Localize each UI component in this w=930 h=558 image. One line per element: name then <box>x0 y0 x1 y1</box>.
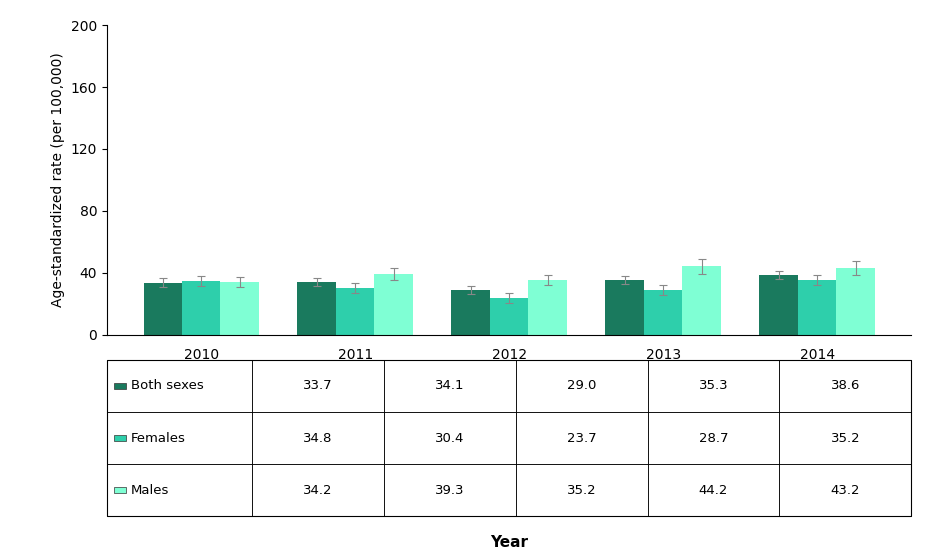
Text: Males: Males <box>131 484 169 497</box>
Text: 43.2: 43.2 <box>830 484 860 497</box>
Bar <box>683 266 721 335</box>
Bar <box>220 282 259 335</box>
Bar <box>605 280 644 335</box>
Text: 39.3: 39.3 <box>435 484 464 497</box>
Bar <box>644 290 683 335</box>
Bar <box>298 282 336 335</box>
Bar <box>798 280 836 335</box>
Bar <box>143 282 182 335</box>
Text: 35.3: 35.3 <box>698 379 728 392</box>
Text: 38.6: 38.6 <box>830 379 860 392</box>
Bar <box>836 268 875 335</box>
Bar <box>760 275 798 335</box>
Text: 34.1: 34.1 <box>435 379 464 392</box>
Text: 34.8: 34.8 <box>303 431 332 445</box>
Bar <box>451 290 490 335</box>
Text: 30.4: 30.4 <box>435 431 464 445</box>
Text: 35.2: 35.2 <box>566 484 596 497</box>
Text: 44.2: 44.2 <box>698 484 728 497</box>
Text: Year: Year <box>490 535 528 550</box>
Text: Both sexes: Both sexes <box>131 379 204 392</box>
Text: 33.7: 33.7 <box>303 379 333 392</box>
Text: 29.0: 29.0 <box>567 379 596 392</box>
Bar <box>528 280 567 335</box>
Bar <box>375 274 413 335</box>
Text: 28.7: 28.7 <box>698 431 728 445</box>
Bar <box>182 281 220 335</box>
Y-axis label: Age-standardized rate (per 100,000): Age-standardized rate (per 100,000) <box>51 52 65 307</box>
Text: 35.2: 35.2 <box>830 431 860 445</box>
Text: Females: Females <box>131 431 186 445</box>
Text: 34.2: 34.2 <box>303 484 332 497</box>
Text: 23.7: 23.7 <box>566 431 596 445</box>
Bar <box>490 298 528 335</box>
Bar <box>336 288 375 335</box>
